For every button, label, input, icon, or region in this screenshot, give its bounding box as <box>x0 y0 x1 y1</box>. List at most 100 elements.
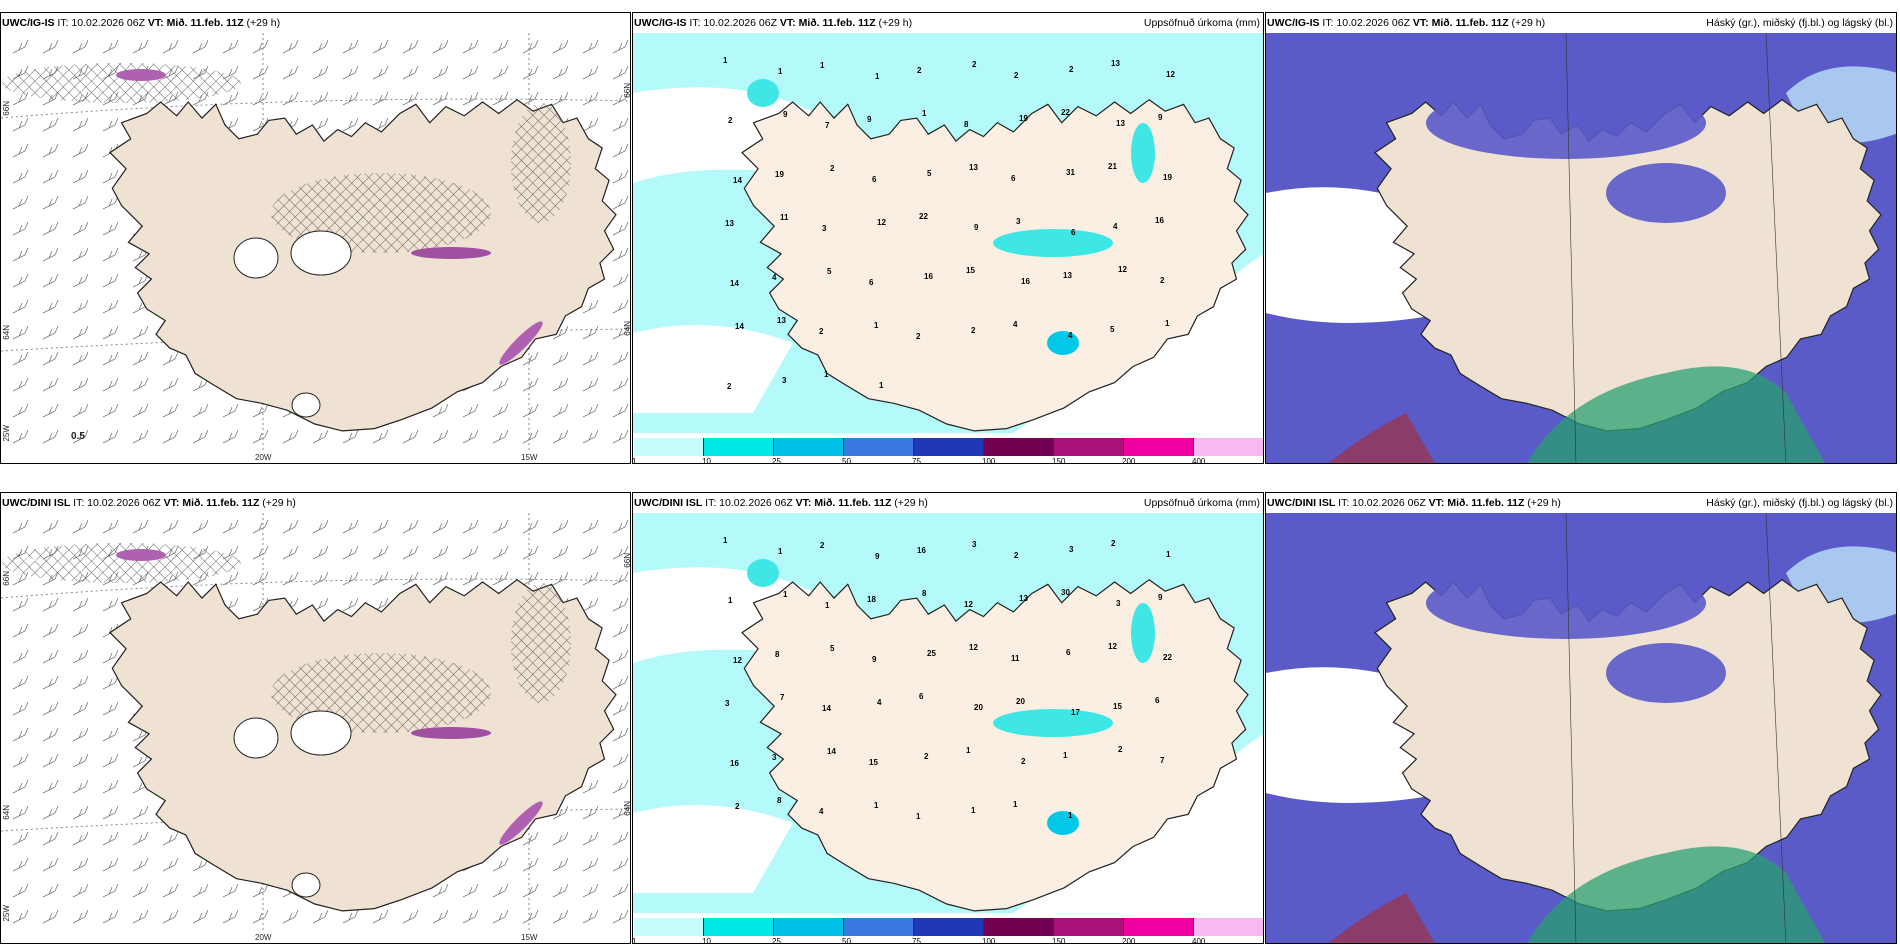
high-cloud-area <box>1527 366 1825 463</box>
wind-barb <box>582 377 599 392</box>
wind-barb <box>252 883 269 898</box>
wind-barb <box>12 195 29 210</box>
cloud-map <box>1266 512 1896 943</box>
precip-value-label: 7 <box>1160 756 1165 765</box>
wind-barb <box>12 727 29 742</box>
legend-tick-label: 150 <box>1052 457 1066 464</box>
wind-map <box>1 33 630 453</box>
lat-label-right-top: 66N <box>623 553 631 568</box>
lat-label-top: 66N <box>2 101 11 116</box>
wind-barb <box>252 571 269 586</box>
convective-area <box>1328 893 1435 943</box>
precip-value-label: 11 <box>1011 654 1020 663</box>
legend-swatch: 200 <box>1122 438 1194 463</box>
wind-barb <box>522 429 539 444</box>
wind-barb <box>582 519 599 534</box>
wind-barb <box>102 377 119 392</box>
wind-barb <box>72 883 89 898</box>
wind-value-label: 0.5 <box>71 431 85 442</box>
precip-value-label: 8 <box>777 796 782 805</box>
wind-barb <box>72 805 89 820</box>
precip-value-label: 9 <box>1158 113 1163 122</box>
wind-barb <box>102 39 119 54</box>
precip-value-label: 22 <box>1163 653 1172 662</box>
wind-barb <box>282 909 299 924</box>
wind-barb <box>72 597 89 612</box>
wind-barb <box>612 623 629 638</box>
precip-value-label: 1 <box>916 812 921 821</box>
wind-barb <box>612 675 629 690</box>
wind-barb <box>612 143 629 158</box>
precip-value-label: 3 <box>782 376 787 385</box>
wind-barb <box>612 273 629 288</box>
wind-barb <box>42 727 59 742</box>
precip-value-label: 17 <box>1071 708 1080 717</box>
legend-swatch: 100 <box>982 918 1054 943</box>
low-cloud-area <box>1606 163 1726 223</box>
precip-value-label: 2 <box>727 382 732 391</box>
wind-barb <box>282 545 299 560</box>
wind-barb <box>42 883 59 898</box>
wind-barb <box>492 65 509 80</box>
wind-barb <box>612 883 629 898</box>
wind-barb <box>72 143 89 158</box>
wind-value-label: 0.3 <box>23 553 37 564</box>
graticule-line <box>1 808 630 832</box>
precip-medium-area <box>993 709 1113 737</box>
wind-barb <box>12 883 29 898</box>
lat-label-bottom: 64N <box>2 325 11 340</box>
wind-barb <box>12 325 29 340</box>
precip-medium-area <box>1131 603 1155 663</box>
precip-value-label: 5 <box>830 644 835 653</box>
precip-value-label: 14 <box>827 747 836 756</box>
wind-barb <box>252 545 269 560</box>
legend-tick-label: 1 <box>632 937 637 944</box>
wind-barb <box>12 675 29 690</box>
precip-value-label: 16 <box>730 759 739 768</box>
precip-map: 1111222213122979181922139141926513631211… <box>633 33 1263 433</box>
wind-barb <box>42 273 59 288</box>
wind-barb <box>12 649 29 664</box>
wind-barb <box>72 675 89 690</box>
wind-barb <box>522 571 539 586</box>
lon-label-left: 20W <box>255 453 272 462</box>
wind-barb <box>132 883 149 898</box>
legend-swatch: 100 <box>982 438 1054 463</box>
legend-swatch: 25 <box>772 918 844 943</box>
wind-barb <box>102 221 119 236</box>
wind-barb <box>72 623 89 638</box>
glacier <box>233 237 279 279</box>
wind-barb <box>582 597 599 612</box>
wind-barb <box>12 221 29 236</box>
iceland-land <box>109 98 617 432</box>
wind-barb <box>582 299 599 314</box>
wind-barb <box>12 623 29 638</box>
wind-barb <box>312 39 329 54</box>
lon-label-edge: 25W <box>2 425 11 442</box>
wind-barb <box>432 39 449 54</box>
wind-barb <box>102 753 119 768</box>
precip-value-label: 9 <box>867 115 872 124</box>
wind-barb <box>402 91 419 106</box>
wind-barb <box>222 519 239 534</box>
wind-barb <box>402 519 419 534</box>
wind-barb <box>492 91 509 106</box>
wind-barb <box>492 545 509 560</box>
wind-barb <box>132 909 149 924</box>
lat-label-right-bottom: 64N <box>623 801 631 816</box>
wind-barb <box>522 403 539 418</box>
wind-barb <box>342 519 359 534</box>
wind-barb <box>342 909 359 924</box>
wind-barb <box>12 169 29 184</box>
precip-value-label: 2 <box>924 752 929 761</box>
wind-barb <box>492 571 509 586</box>
wind-barb <box>102 429 119 444</box>
wind-barb <box>162 909 179 924</box>
precip-value-label: 6 <box>1066 648 1071 657</box>
wind-barb <box>492 39 509 54</box>
iceland-land <box>741 98 1249 432</box>
precip-value-label: 1 <box>1166 550 1171 559</box>
lon-label-edge: 25W <box>2 905 11 922</box>
wind-barb <box>612 909 629 924</box>
no-precip-area <box>633 325 793 413</box>
